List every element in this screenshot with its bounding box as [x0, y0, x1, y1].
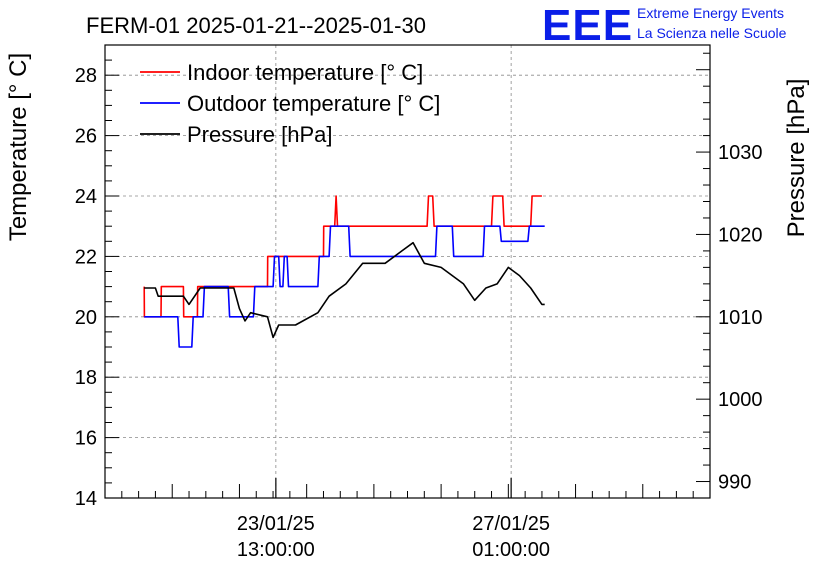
legend: Indoor temperature [° C] Outdoor temperat… — [140, 60, 440, 147]
y-tick-label: 24 — [75, 186, 97, 208]
x-tick-date-label: 23/01/25 — [237, 513, 315, 535]
x-tick-date-label: 27/01/25 — [472, 513, 550, 535]
legend-label-2: Outdoor temperature [° C] — [187, 91, 440, 116]
y2-tick-label: 1020 — [718, 224, 763, 246]
y-tick-label: 18 — [75, 367, 97, 389]
series-line-2 — [144, 225, 545, 348]
y-tick-label: 22 — [75, 246, 97, 268]
y2-tick-label: 1010 — [718, 307, 763, 329]
series-layer — [143, 195, 545, 348]
chart-title: FERM-01 2025-01-21--2025-01-30 — [86, 13, 426, 38]
y2-tick-label: 990 — [718, 472, 751, 494]
series-line-3 — [144, 241, 545, 339]
eee-logo: EEE Extreme Energy Events La Scienza nel… — [542, 1, 787, 50]
eee-logo-line1: Extreme Energy Events — [637, 5, 784, 21]
tick-layer: 14 16 18 20 22 24 26 28 990 1000 1010 1020 1030 23/01… — [75, 44, 763, 561]
y-tick-label: 16 — [75, 428, 97, 450]
y2-tick-label: 1030 — [718, 142, 763, 164]
legend-label-3: Pressure [hPa] — [187, 122, 333, 147]
x-tick-time-label: 13:00:00 — [237, 539, 315, 561]
y2-tick-label: 1000 — [718, 389, 763, 411]
y-tick-label: 20 — [75, 307, 97, 329]
series-line-1 — [143, 195, 542, 318]
y-tick-label: 28 — [75, 65, 97, 87]
eee-logo-mark: EEE — [542, 1, 633, 50]
x-tick-time-label: 01:00:00 — [472, 539, 550, 561]
y-tick-label: 14 — [75, 488, 97, 510]
y2-axis-label: Pressure [hPa] — [783, 79, 810, 238]
eee-logo-line2: La Scienza nelle Scuole — [637, 25, 787, 41]
y-tick-label: 26 — [75, 126, 97, 148]
legend-label-1: Indoor temperature [° C] — [187, 60, 423, 85]
y-axis-label: Temperature [° C] — [5, 53, 32, 241]
